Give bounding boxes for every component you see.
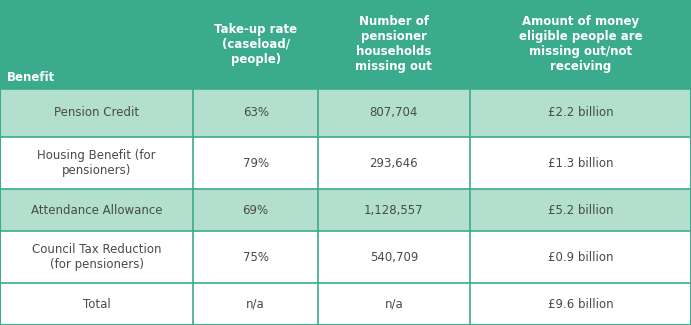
Text: Council Tax Reduction
(for pensioners): Council Tax Reduction (for pensioners) [32,243,162,271]
Text: Pension Credit: Pension Credit [54,106,140,119]
Text: Amount of money
eligible people are
missing out/not
receiving: Amount of money eligible people are miss… [519,15,642,73]
Bar [318,231,470,283]
Bar [0,137,193,189]
Text: 63%: 63% [243,106,269,119]
Bar [470,231,691,283]
Text: £0.9 billion: £0.9 billion [548,251,613,264]
Bar [0,0,193,89]
Bar [0,283,193,325]
Text: Attendance Allowance: Attendance Allowance [31,203,162,216]
Bar [470,89,691,137]
Text: 540,709: 540,709 [370,251,418,264]
Bar [470,0,691,89]
Bar [318,283,470,325]
Text: £5.2 billion: £5.2 billion [548,203,613,216]
Text: 79%: 79% [243,157,269,170]
Text: Total: Total [83,298,111,311]
Bar [193,89,318,137]
Text: n/a: n/a [246,298,265,311]
Text: £9.6 billion: £9.6 billion [548,298,613,311]
Bar [193,0,318,89]
Text: Benefit: Benefit [7,71,55,84]
Bar [470,189,691,231]
Text: Number of
pensioner
households
missing out: Number of pensioner households missing o… [355,15,433,73]
Bar [0,231,193,283]
Bar [318,137,470,189]
Text: 1,128,557: 1,128,557 [364,203,424,216]
Text: £2.2 billion: £2.2 billion [548,106,613,119]
Text: Take-up rate
(caseload/
people): Take-up rate (caseload/ people) [214,23,297,66]
Text: 69%: 69% [243,203,269,216]
Bar [470,283,691,325]
Bar [318,0,470,89]
Bar [193,137,318,189]
Text: 807,704: 807,704 [370,106,418,119]
Bar [0,89,193,137]
Text: Housing Benefit (for
pensioners): Housing Benefit (for pensioners) [37,149,156,177]
Text: £1.3 billion: £1.3 billion [548,157,613,170]
Bar [318,89,470,137]
Text: n/a: n/a [384,298,404,311]
Bar [193,283,318,325]
Bar [318,189,470,231]
Bar [193,231,318,283]
Bar [470,137,691,189]
Bar [193,189,318,231]
Bar [0,189,193,231]
Text: 75%: 75% [243,251,269,264]
Text: 293,646: 293,646 [370,157,418,170]
